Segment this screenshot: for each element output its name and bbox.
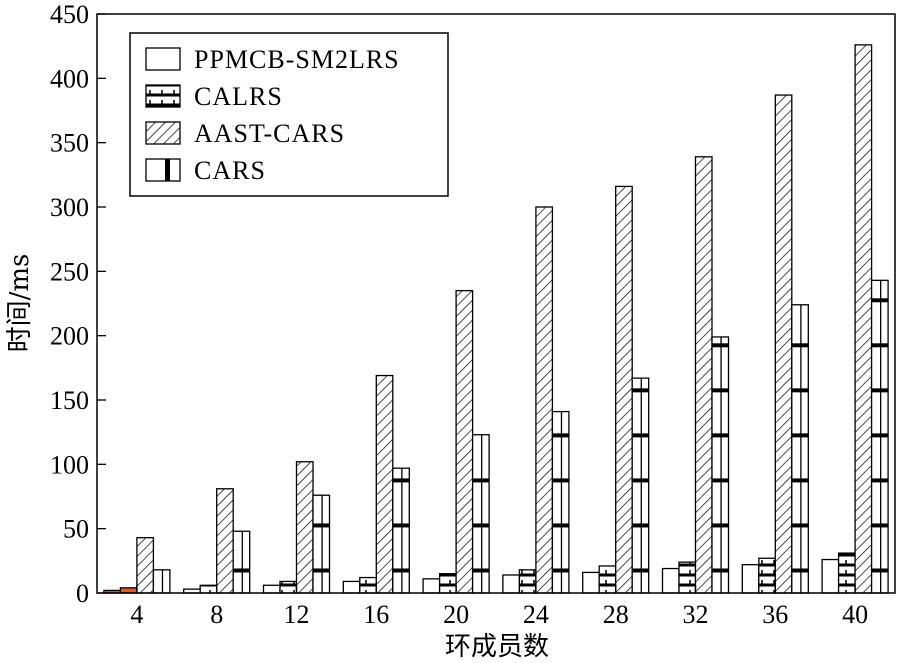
bar-aast-cars-12 (295, 461, 314, 594)
legend-swatch (145, 121, 181, 145)
bar-aast-cars-28 (615, 185, 633, 594)
y-tick-label: 150 (50, 386, 89, 415)
bar-cars-28 (631, 377, 650, 594)
legend-swatch (145, 47, 181, 71)
bar-ppmcb-sm2lrs-40 (821, 558, 840, 594)
bar-cars-16 (392, 467, 410, 594)
y-axis-title: 时间/ms (5, 254, 35, 353)
bar-ppmcb-sm2lrs-12 (262, 584, 281, 594)
y-tick-label: 450 (50, 0, 89, 29)
bar-calrs-40 (837, 552, 856, 594)
bar-aast-cars-40 (854, 44, 873, 594)
bar-cars-24 (551, 410, 570, 594)
bar-ppmcb-sm2lrs-16 (342, 580, 361, 594)
bar-calrs-36 (758, 557, 776, 594)
x-axis-title: 环成员数 (445, 632, 549, 662)
legend-label: AAST-CARS (194, 119, 345, 148)
bar-calrs-28 (598, 565, 617, 594)
x-tick-label: 16 (363, 600, 389, 629)
x-tick-label: 28 (603, 600, 629, 629)
bar-cars-36 (791, 304, 809, 594)
bar-aast-cars-20 (455, 289, 474, 594)
x-tick-label: 12 (284, 600, 310, 629)
legend-label: CARS (194, 156, 266, 185)
bar-calrs-8 (199, 584, 218, 594)
bar-ppmcb-sm2lrs-28 (582, 571, 600, 594)
bar-aast-cars-16 (375, 374, 394, 594)
y-tick-label: 400 (50, 64, 89, 93)
bar-aast-cars-8 (216, 488, 234, 594)
bar-cars-32 (711, 336, 730, 594)
legend-swatch (145, 158, 181, 182)
bar-aast-cars-36 (774, 94, 793, 594)
bar-calrs-24 (518, 569, 537, 594)
y-tick-label: 0 (76, 579, 89, 608)
bar-ppmcb-sm2lrs-32 (661, 567, 680, 594)
plot-frame (96, 13, 896, 594)
y-tick-label: 50 (63, 515, 89, 544)
y-tick-label: 350 (50, 129, 89, 158)
bar-calrs-4 (119, 587, 138, 594)
bar-aast-cars-4 (136, 537, 155, 594)
legend-label: PPMCB-SM2LRS (194, 45, 400, 74)
legend-item-cars: CARS (145, 156, 266, 185)
y-tick-label: 200 (50, 322, 89, 351)
legend-box (129, 32, 449, 197)
x-tick-label: 4 (130, 600, 143, 629)
legend-item-aast-cars: AAST-CARS (145, 119, 345, 148)
x-tick-label: 40 (842, 600, 868, 629)
legend: PPMCB-SM2LRS CALRS AAST-CARS CARS (129, 32, 449, 197)
legend-item-calrs: CALRS (145, 82, 283, 111)
legend-swatch (145, 84, 181, 108)
legend-label: CALRS (194, 82, 283, 111)
x-tick-label: 32 (683, 600, 709, 629)
bar-cars-8 (232, 530, 251, 594)
x-tick-label: 36 (762, 600, 788, 629)
bar-cars-40 (870, 279, 889, 594)
y-tick-label: 300 (50, 193, 89, 222)
bar-cars-12 (312, 494, 331, 594)
y-tick-label: 100 (50, 450, 89, 479)
x-tick-label: 8 (210, 600, 223, 629)
bar-cars-20 (471, 434, 490, 594)
bar-ppmcb-sm2lrs-24 (502, 574, 521, 594)
bar-calrs-32 (678, 561, 697, 594)
bar-calrs-16 (359, 576, 377, 594)
bar-aast-cars-32 (694, 156, 713, 594)
legend-item-ppmcb-sm2lrs: PPMCB-SM2LRS (145, 45, 400, 74)
x-tick-label: 24 (523, 600, 549, 629)
bar-ppmcb-sm2lrs-36 (741, 564, 760, 594)
bar-aast-cars-24 (535, 206, 554, 594)
bar-ppmcb-sm2lrs-20 (422, 578, 441, 594)
bar-calrs-12 (279, 580, 298, 594)
x-tick-label: 20 (443, 600, 469, 629)
bar-calrs-20 (438, 573, 457, 594)
y-tick-label: 250 (50, 257, 89, 286)
bar-cars-4 (152, 569, 171, 594)
